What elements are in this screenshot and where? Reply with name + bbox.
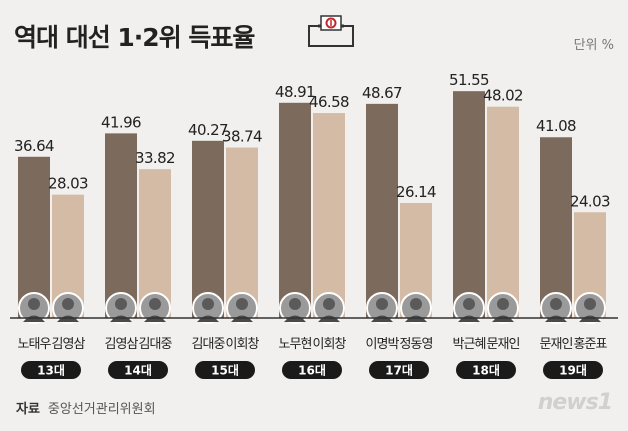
source-value: 중앙선거관리위원회 [47, 402, 156, 417]
bar-18대-2 [487, 106, 519, 318]
bar-19대-1 [540, 137, 572, 318]
candidate-photo-head [463, 298, 475, 310]
value-label: 46.58 [309, 93, 349, 111]
candidate-photo-head [497, 298, 509, 310]
election-label: 19대 [559, 364, 587, 378]
election-label: 18대 [472, 364, 500, 378]
election-pill [108, 361, 168, 379]
value-label: 41.08 [536, 117, 576, 135]
candidate-name: 이회창 [313, 337, 347, 352]
news1-logo: news1 [537, 390, 613, 415]
election-pill [369, 361, 429, 379]
election-pill [21, 361, 81, 379]
candidate-name: 이회창 [226, 337, 260, 352]
candidate-photo-head [323, 298, 335, 310]
election-label: 17대 [385, 364, 413, 378]
election-label: 14대 [124, 364, 152, 378]
candidate-name: 김대중 [192, 337, 226, 352]
value-label: 33.82 [135, 149, 175, 167]
value-label: 28.03 [48, 175, 88, 193]
candidate-name: 박근혜 [453, 337, 486, 352]
election-pill [543, 361, 603, 379]
election-label: 13대 [37, 364, 65, 378]
candidate-name: 문재인 [540, 337, 573, 352]
value-label: 38.74 [222, 128, 262, 146]
bar-17대-1 [366, 103, 398, 319]
value-label: 40.27 [188, 121, 228, 139]
election-label: 15대 [211, 364, 239, 378]
candidate-photo-head [202, 298, 214, 310]
value-label: 36.64 [14, 137, 54, 155]
candidate-name: 노태우 [18, 337, 52, 352]
candidate-photo-head [550, 298, 562, 310]
value-label: 41.96 [101, 113, 141, 131]
election-pill [456, 361, 516, 379]
election-pill [282, 361, 342, 379]
value-label: 51.55 [449, 71, 489, 89]
value-label: 48.02 [483, 87, 523, 105]
candidate-photo-head [410, 298, 422, 310]
bar-15대-2 [226, 147, 258, 318]
ballot-box-icon [308, 15, 354, 47]
candidate-photo-head [584, 298, 596, 310]
value-label: 48.91 [275, 83, 315, 101]
candidate-photo-head [28, 298, 40, 310]
value-label: 26.14 [396, 183, 436, 201]
candidate-photo-head [236, 298, 248, 310]
candidate-name: 문재인 [487, 337, 520, 352]
value-label: 48.67 [362, 84, 402, 102]
chart-title: 역대 대선 1·2위 득표율 [14, 23, 255, 52]
bar-15대-1 [192, 140, 224, 318]
bar-18대-1 [453, 91, 485, 319]
bar-16대-1 [279, 102, 311, 319]
bar-13대-1 [18, 156, 50, 318]
value-label: 24.03 [570, 192, 610, 210]
candidate-name: 이명박 [366, 337, 400, 352]
candidate-photo-head [115, 298, 127, 310]
election-label: 16대 [298, 364, 326, 378]
candidate-photo-head [289, 298, 301, 310]
candidate-name: 김영삼 [105, 337, 139, 352]
candidate-name: 김대중 [139, 337, 173, 352]
candidate-name: 홍준표 [574, 337, 608, 352]
candidate-photo-head [149, 298, 161, 310]
candidate-photo-head [376, 298, 388, 310]
bar-16대-2 [313, 113, 345, 318]
candidate-name: 정동영 [400, 337, 433, 352]
unit-label: 단위 % [573, 38, 614, 53]
candidate-photo-head [62, 298, 74, 310]
source-label: 자료 [16, 402, 40, 417]
bar-14대-1 [105, 133, 137, 318]
candidate-name: 김영삼 [52, 337, 86, 352]
source-note: 자료 중앙선거관리위원회 [16, 398, 156, 417]
election-pill [195, 361, 255, 379]
candidate-name: 노무현 [279, 337, 312, 352]
